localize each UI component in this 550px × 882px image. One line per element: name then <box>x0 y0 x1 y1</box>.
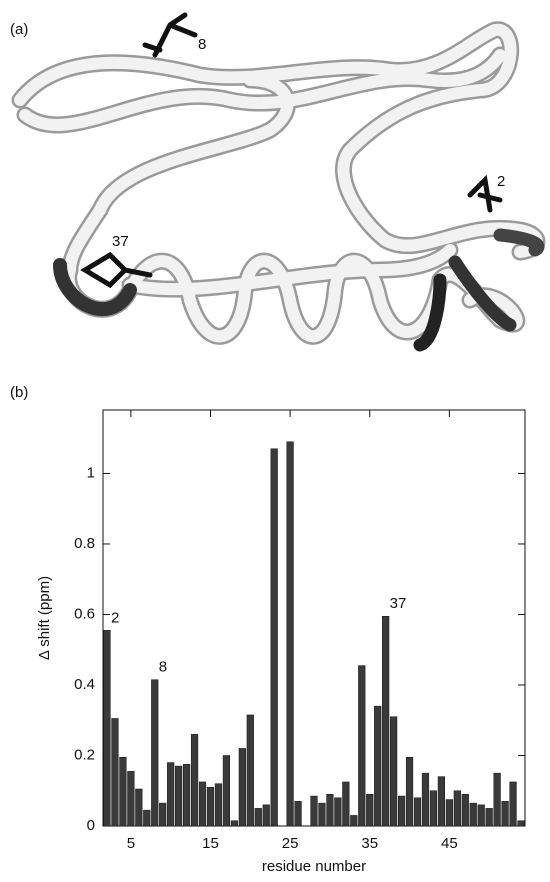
bar <box>190 734 199 827</box>
bar <box>477 804 485 827</box>
x-tick-label: 5 <box>127 835 135 852</box>
bar <box>294 801 302 827</box>
bar <box>382 615 390 827</box>
bar <box>318 802 326 827</box>
panel-label: (a) <box>10 21 28 38</box>
bar <box>119 757 127 827</box>
bar <box>127 771 135 827</box>
bar <box>230 820 238 827</box>
bar <box>175 765 183 827</box>
bar <box>286 441 294 827</box>
y-tick-label: 0.8 <box>74 535 95 552</box>
annotation: 8 <box>159 659 167 676</box>
bar <box>453 790 461 827</box>
y-tick-label: 0.2 <box>74 746 95 763</box>
residue-label: 8 <box>198 36 206 53</box>
bar <box>334 797 342 827</box>
y-tick-label: 0.4 <box>74 676 95 693</box>
bar <box>167 762 175 827</box>
bar <box>103 630 111 827</box>
y-tick-label: 0.6 <box>74 605 95 622</box>
bar <box>509 781 517 827</box>
bar <box>366 794 374 827</box>
bar <box>405 757 414 827</box>
bar <box>326 794 334 827</box>
bar <box>143 809 151 827</box>
y-tick-label: 0 <box>87 817 95 834</box>
bar <box>159 802 167 827</box>
bar <box>445 799 453 827</box>
bar <box>270 448 278 827</box>
panel-label: (b) <box>10 384 28 401</box>
bar <box>421 772 430 827</box>
bar <box>501 801 509 827</box>
x-tick-label: 35 <box>361 835 378 852</box>
bar <box>413 797 422 827</box>
bar <box>310 795 318 827</box>
bar <box>397 795 406 827</box>
annotation: 2 <box>111 609 119 626</box>
bar <box>198 781 207 827</box>
protein-ribbon <box>11 12 546 352</box>
annotation: 37 <box>390 595 407 612</box>
residue-label: 37 <box>112 233 129 250</box>
y-tick-label: 1 <box>87 464 95 481</box>
x-tick-label: 15 <box>202 835 219 852</box>
bar <box>350 815 358 827</box>
bar <box>485 808 493 827</box>
bar <box>374 705 382 827</box>
bar <box>342 781 350 827</box>
bar <box>390 716 398 827</box>
bar <box>183 764 191 827</box>
x-tick-label: 25 <box>282 835 299 852</box>
bar <box>437 776 445 827</box>
x-axis-label: residue number <box>262 858 366 875</box>
bar <box>111 718 119 827</box>
bar <box>469 802 477 827</box>
bar <box>238 748 246 827</box>
bar <box>135 788 143 827</box>
bar <box>517 820 525 827</box>
bar <box>214 783 223 827</box>
bar <box>254 808 262 827</box>
plot-frame <box>102 409 526 827</box>
bar <box>429 790 438 827</box>
bar <box>246 714 254 827</box>
y-axis-label: Δ shift (ppm) <box>36 576 53 660</box>
residue-label: 2 <box>497 173 505 190</box>
bar <box>358 665 366 827</box>
bar <box>461 794 469 827</box>
bar <box>206 786 215 827</box>
bar <box>222 755 231 827</box>
bar <box>151 679 159 827</box>
bar <box>262 804 270 827</box>
x-tick-label: 45 <box>441 835 458 852</box>
bar <box>493 772 501 827</box>
